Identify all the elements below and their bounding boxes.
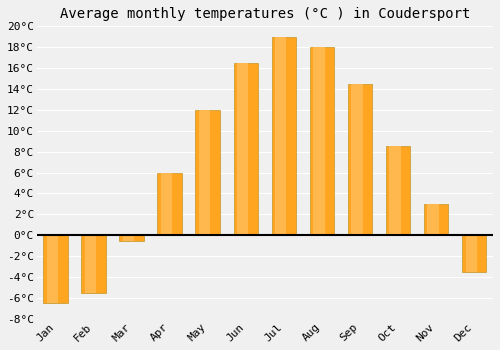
Bar xyxy=(44,235,68,303)
Bar xyxy=(85,235,96,293)
Bar xyxy=(428,204,438,235)
Bar xyxy=(390,146,400,235)
Bar xyxy=(124,235,134,240)
Bar xyxy=(158,173,182,235)
Bar xyxy=(120,235,144,240)
Bar xyxy=(352,84,362,235)
Bar xyxy=(466,235,476,272)
Bar xyxy=(272,37,296,235)
Bar xyxy=(238,63,248,235)
Bar xyxy=(196,110,220,235)
Bar xyxy=(200,110,210,235)
Bar xyxy=(424,204,448,235)
Bar xyxy=(310,47,334,235)
Bar xyxy=(462,235,486,272)
Bar xyxy=(348,84,372,235)
Bar xyxy=(276,37,286,235)
Bar xyxy=(82,235,106,293)
Bar xyxy=(162,173,172,235)
Bar xyxy=(314,47,324,235)
Bar xyxy=(47,235,58,303)
Bar xyxy=(386,146,410,235)
Bar xyxy=(234,63,258,235)
Title: Average monthly temperatures (°C ) in Coudersport: Average monthly temperatures (°C ) in Co… xyxy=(60,7,470,21)
